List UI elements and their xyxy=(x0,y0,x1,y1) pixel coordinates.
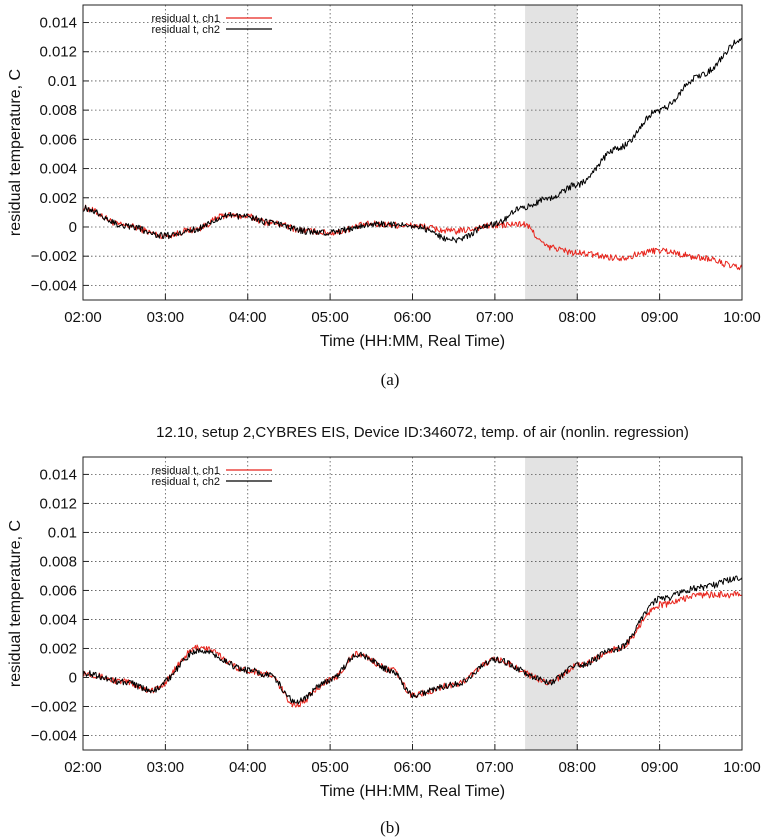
legend-label-ch1: residual t, ch1 xyxy=(152,13,220,25)
x-tick-label: 07:00 xyxy=(476,759,514,776)
subfigure-caption: (b) xyxy=(380,818,400,837)
x-tick-label: 06:00 xyxy=(394,759,432,776)
y-tick-label: −0.004 xyxy=(31,727,77,744)
x-tick-label: 04:00 xyxy=(229,759,267,776)
x-tick-label: 03:00 xyxy=(147,309,185,326)
x-tick-label: 03:00 xyxy=(147,759,185,776)
x-tick-label: 02:00 xyxy=(64,759,102,776)
y-tick-label: 0.014 xyxy=(39,15,77,32)
x-tick-label: 10:00 xyxy=(723,759,761,776)
plot-frame xyxy=(82,4,743,301)
chart-b: 02:00 03:00 04:00 05:00 06:00 07:00 08:00 09:00… xyxy=(7,424,761,837)
x-tick-label: 05:00 xyxy=(311,309,349,326)
y-tick-label: 0.004 xyxy=(39,611,77,628)
y-tick-label: 0.01 xyxy=(48,73,77,90)
y-tick-label: 0.002 xyxy=(39,640,77,657)
x-tick-label: 07:00 xyxy=(476,309,514,326)
y-tick-label: 0 xyxy=(69,669,77,686)
y-tick-label: 0.006 xyxy=(39,582,77,599)
y-tick-label: 0.014 xyxy=(39,466,77,483)
chart-title: 12.10, setup 2,CYBRES EIS, Device ID:346… xyxy=(156,424,689,441)
shaded-interval xyxy=(525,457,578,750)
y-tick-label: 0.002 xyxy=(39,190,77,207)
shaded-interval xyxy=(525,5,578,300)
x-axis-label: Time (HH:MM, Real Time) xyxy=(320,783,505,800)
x-tick-label: 02:00 xyxy=(64,309,102,326)
subfigure-caption: (a) xyxy=(381,370,400,389)
y-axis-label: residual temperature, C xyxy=(7,69,24,236)
y-axis-label: residual temperature, C xyxy=(7,520,24,687)
legend-label-ch2: residual t, ch2 xyxy=(152,476,220,488)
x-tick-label: 05:00 xyxy=(311,759,349,776)
y-tick-label: 0.012 xyxy=(39,495,77,512)
legend-label-ch1: residual t, ch1 xyxy=(152,465,220,477)
x-tick-label: 10:00 xyxy=(723,309,761,326)
x-tick-label: 06:00 xyxy=(394,309,432,326)
y-tick-label: 0.008 xyxy=(39,102,77,119)
series-line-ch2 xyxy=(82,575,743,705)
plot-frame xyxy=(82,456,743,751)
y-tick-label: 0 xyxy=(69,219,77,236)
x-tick-label: 09:00 xyxy=(641,309,679,326)
x-tick-label: 08:00 xyxy=(558,309,596,326)
x-tick-label: 09:00 xyxy=(641,759,679,776)
y-tick-label: 0.008 xyxy=(39,553,77,570)
y-tick-label: −0.002 xyxy=(31,698,77,715)
y-tick-label: 0.004 xyxy=(39,161,77,178)
y-tick-label: 0.012 xyxy=(39,44,77,61)
x-axis-label: Time (HH:MM, Real Time) xyxy=(320,333,505,350)
chart-a: 02:00 03:00 04:00 05:00 06:00 07:00 08:00 09:00… xyxy=(7,4,761,389)
x-tick-label: 08:00 xyxy=(558,759,596,776)
series-line-ch2 xyxy=(82,37,743,244)
legend-label-ch2: residual t, ch2 xyxy=(152,24,220,36)
y-tick-label: −0.004 xyxy=(31,277,77,294)
x-tick-label: 04:00 xyxy=(229,309,267,326)
y-tick-label: 0.006 xyxy=(39,131,77,148)
y-tick-label: −0.002 xyxy=(31,248,77,265)
y-tick-label: 0.01 xyxy=(48,524,77,541)
